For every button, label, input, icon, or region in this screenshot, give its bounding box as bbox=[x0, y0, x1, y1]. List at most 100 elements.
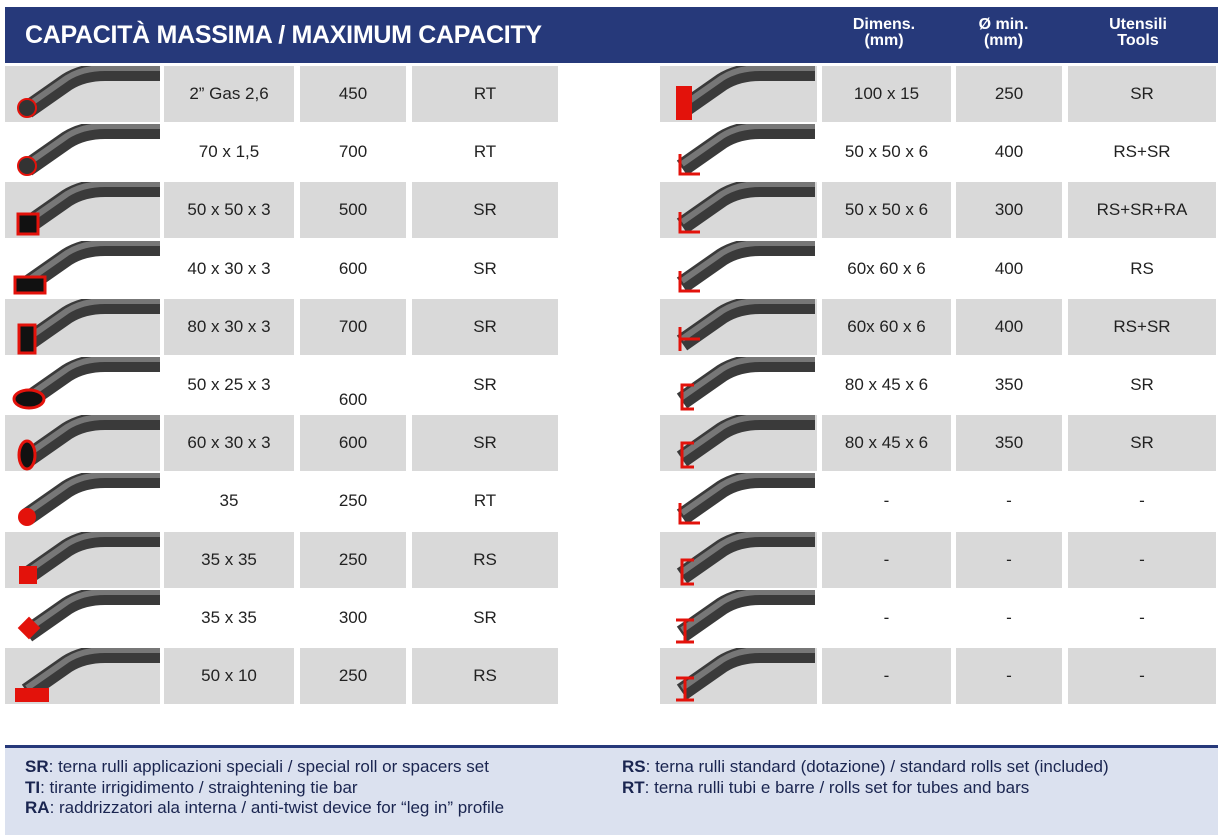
legend-item: SR: terna rulli applicazioni speciali / … bbox=[25, 757, 489, 777]
table-cell: - bbox=[1068, 648, 1216, 704]
profile-icon bbox=[676, 124, 815, 176]
profile-icon bbox=[17, 298, 160, 355]
legend-code: RT bbox=[622, 777, 645, 797]
table-cell: RT bbox=[412, 66, 558, 122]
table-cell: 40 x 30 x 3 bbox=[187, 258, 271, 278]
legend-text: : terna rulli standard (dotazione) / sta… bbox=[645, 757, 1109, 776]
table-cell: 250 bbox=[956, 66, 1062, 122]
column-header-line: (mm) bbox=[983, 32, 1024, 49]
table-cell: 700 bbox=[300, 298, 406, 355]
profile-icon bbox=[676, 648, 815, 702]
column-header-line: Ø min. bbox=[978, 16, 1029, 33]
table-cell: 350 bbox=[994, 375, 1024, 394]
table-cell: 60 x 30 x 3 bbox=[164, 415, 294, 472]
legend-item: RS: terna rulli standard (dotazione) / s… bbox=[622, 757, 1109, 777]
table-cell: SR bbox=[412, 415, 558, 472]
table-cell: - bbox=[1139, 607, 1145, 627]
table-cell: - bbox=[822, 648, 951, 704]
table-cell: 450 bbox=[300, 66, 406, 122]
table-cell: 250 bbox=[300, 648, 406, 704]
header-bar: CAPACITÀ MASSIMA / MAXIMUM CAPACITY Dime… bbox=[5, 7, 1218, 63]
column-header-line: Utensili bbox=[1109, 16, 1167, 33]
table-cell: 35 x 35 bbox=[201, 607, 257, 627]
table-cell: 80 x 45 x 6 bbox=[822, 415, 951, 472]
profile-icon bbox=[676, 298, 815, 351]
column-header-line: Tools bbox=[1117, 32, 1159, 49]
profile-icon bbox=[676, 182, 815, 234]
table-cell: RT bbox=[473, 491, 497, 511]
profile-icon bbox=[676, 240, 815, 293]
table-cell: RS bbox=[412, 531, 558, 588]
table-cell: 50 x 50 x 3 bbox=[164, 182, 294, 239]
profile-icon bbox=[676, 589, 815, 644]
table-cell: 250 bbox=[338, 491, 368, 511]
table-cell: - bbox=[883, 607, 890, 627]
table-cell: 100 x 15 bbox=[822, 66, 951, 122]
profile-icon bbox=[12, 357, 160, 410]
table-cell: - bbox=[1139, 491, 1145, 511]
legend-text: : terna rulli applicazioni speciali / sp… bbox=[48, 757, 489, 776]
title: CAPACITÀ MASSIMA / MAXIMUM CAPACITY bbox=[25, 21, 542, 49]
table-cell: RS+SR bbox=[1068, 298, 1216, 355]
table-cell: - bbox=[956, 648, 1062, 704]
table-cell: 400 bbox=[994, 258, 1024, 278]
table-cell: SR bbox=[473, 607, 497, 627]
table-cell: 400 bbox=[994, 142, 1024, 162]
table-cell: 500 bbox=[300, 182, 406, 239]
legend-text: : raddrizzatori ala interna / anti-twist… bbox=[49, 798, 505, 817]
profile-icon bbox=[676, 357, 815, 411]
legend-text: : tirante irrigidimento / straightening … bbox=[40, 777, 358, 797]
legend-text: : terna rulli tubi e barre / rolls set f… bbox=[644, 777, 1030, 797]
table-cell: - bbox=[822, 531, 951, 588]
table-cell: 50 x 10 bbox=[164, 648, 294, 704]
table-cell: 50 x 50 x 6 bbox=[844, 142, 929, 162]
table-cell: 80 x 45 x 6 bbox=[844, 375, 929, 394]
table-cell: SR bbox=[473, 375, 497, 394]
profile-icon bbox=[18, 473, 160, 527]
profile-icon bbox=[17, 415, 160, 471]
table-cell: - bbox=[956, 531, 1062, 588]
column-header-line: (mm) bbox=[864, 32, 904, 49]
profile-icon bbox=[676, 531, 815, 586]
table-cell: SR bbox=[473, 258, 497, 278]
profile-icon bbox=[676, 66, 815, 120]
table-cell: - bbox=[883, 491, 890, 511]
profile-icon bbox=[17, 66, 160, 118]
column-header: Dimens. (mm) bbox=[817, 17, 951, 49]
legend-item: RT: terna rulli tubi e barre / rolls set… bbox=[622, 778, 1029, 798]
legend-code: RS bbox=[622, 757, 646, 776]
profile-icon bbox=[16, 182, 160, 236]
profile-icon bbox=[676, 415, 815, 469]
table-cell: 35 bbox=[219, 491, 239, 511]
table-cell: - bbox=[1006, 607, 1012, 627]
table-cell: 300 bbox=[956, 182, 1062, 239]
table-cell: 600 bbox=[338, 390, 368, 409]
table-cell: RS bbox=[412, 648, 558, 704]
table-cell: SR bbox=[1068, 66, 1216, 122]
profile-icon bbox=[15, 648, 160, 702]
column-header: Utensili Tools bbox=[1063, 17, 1213, 49]
table-cell: SR bbox=[412, 182, 558, 239]
profile-icon bbox=[17, 589, 160, 642]
table-cell: SR bbox=[1068, 415, 1216, 472]
table-cell: 60x 60 x 6 bbox=[822, 298, 951, 355]
table-cell: SR bbox=[412, 298, 558, 355]
table-cell: 50 x 25 x 3 bbox=[187, 375, 271, 394]
table-cell: - bbox=[1068, 531, 1216, 588]
column-header-line: Dimens. bbox=[852, 16, 916, 33]
table-cell: 700 bbox=[338, 142, 368, 162]
table-cell: 250 bbox=[300, 531, 406, 588]
table-cell: 60x 60 x 6 bbox=[847, 258, 926, 278]
legend-code: SR bbox=[25, 757, 49, 776]
legend-bar: SR: terna rulli applicazioni speciali / … bbox=[5, 745, 1218, 835]
profile-icon bbox=[17, 124, 160, 177]
profile-icon bbox=[13, 240, 160, 295]
table-cell: 300 bbox=[338, 607, 368, 627]
table-cell: - bbox=[1006, 491, 1012, 511]
table-cell: RT bbox=[473, 142, 497, 162]
column-header: Ø min. (mm) bbox=[951, 17, 1056, 49]
legend-item: TI: tirante irrigidimento / straightenin… bbox=[25, 778, 358, 798]
table-cell: 400 bbox=[956, 298, 1062, 355]
table-cell: 600 bbox=[300, 415, 406, 472]
